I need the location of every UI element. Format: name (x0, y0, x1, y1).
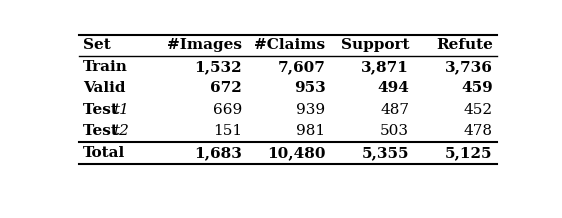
Text: t1: t1 (113, 103, 129, 117)
Text: 151: 151 (213, 124, 242, 138)
Text: Valid: Valid (83, 81, 126, 95)
Text: 503: 503 (380, 124, 409, 138)
Text: 939: 939 (296, 103, 325, 117)
Text: Total: Total (83, 146, 125, 160)
Text: 7,607: 7,607 (278, 60, 325, 74)
Text: Test: Test (83, 124, 121, 138)
Text: 5,355: 5,355 (361, 146, 409, 160)
Text: 459: 459 (461, 81, 493, 95)
Text: 669: 669 (212, 103, 242, 117)
Text: Train: Train (83, 60, 128, 74)
Text: 953: 953 (294, 81, 325, 95)
Text: 5,125: 5,125 (445, 146, 493, 160)
Text: 10,480: 10,480 (267, 146, 325, 160)
Text: Refute: Refute (436, 38, 493, 52)
Text: 494: 494 (377, 81, 409, 95)
Text: 478: 478 (464, 124, 493, 138)
Text: 487: 487 (380, 103, 409, 117)
Text: 1,683: 1,683 (194, 146, 242, 160)
Text: t2: t2 (113, 124, 129, 138)
Text: Test: Test (83, 103, 121, 117)
Text: Set: Set (83, 38, 111, 52)
Text: 672: 672 (210, 81, 242, 95)
Text: 1,532: 1,532 (194, 60, 242, 74)
Text: 3,871: 3,871 (361, 60, 409, 74)
Text: Support: Support (341, 38, 409, 52)
Text: 3,736: 3,736 (445, 60, 493, 74)
Text: 981: 981 (296, 124, 325, 138)
Text: 452: 452 (464, 103, 493, 117)
Text: #Claims: #Claims (255, 38, 325, 52)
Text: #Images: #Images (167, 38, 242, 52)
